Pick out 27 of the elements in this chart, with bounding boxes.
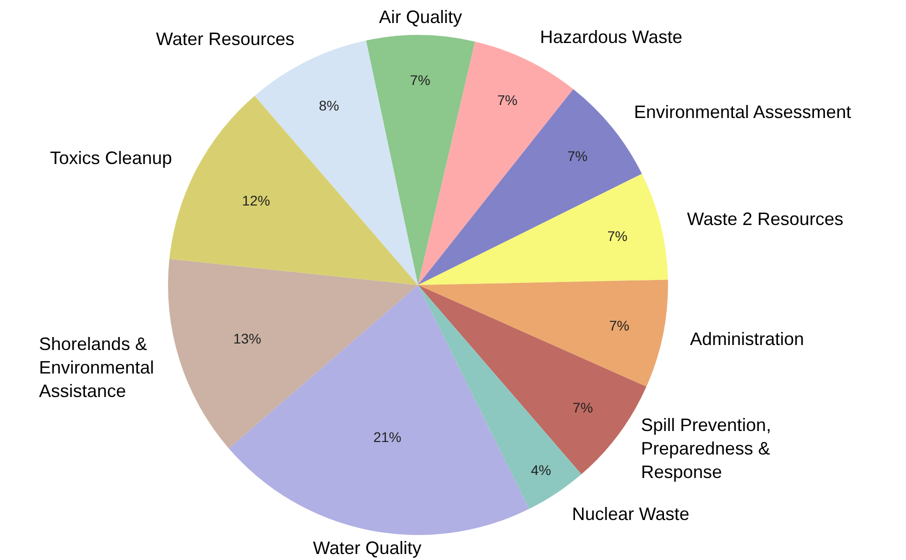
slice-label: Administration [690,329,804,349]
slice-label: Environmental Assessment [634,102,852,122]
data-label: 21% [373,428,402,445]
slice-label: Air Quality [379,7,462,27]
slice-label: Nuclear Waste [572,504,690,524]
pie-slice [168,258,418,448]
slice-label: Hazardous Waste [540,27,682,47]
data-label: 7% [609,318,630,334]
pie-slice [366,35,476,285]
data-label: 12% [242,192,270,208]
slice-label: Waste 2 Resources [687,209,844,229]
slice-label: Water Resources [156,29,294,49]
pie-slice [418,280,668,387]
slice-label: Water Quality [313,538,422,558]
data-label: 7% [497,92,518,108]
pie-slice [418,174,668,285]
pie-slice [228,285,530,535]
slice-label: Spill Prevention, Preparedness & Response [641,415,772,482]
data-label: 8% [318,98,340,114]
data-label: 7% [572,399,593,416]
slice-label: Toxics Cleanup [50,148,172,168]
data-label: 7% [410,72,430,88]
slice-label: Shorelands & Environmental Assistance [39,334,154,401]
data-label: 7% [607,228,628,244]
data-label: 7% [567,148,588,164]
data-label: 13% [233,330,262,347]
data-label: 4% [530,462,552,478]
